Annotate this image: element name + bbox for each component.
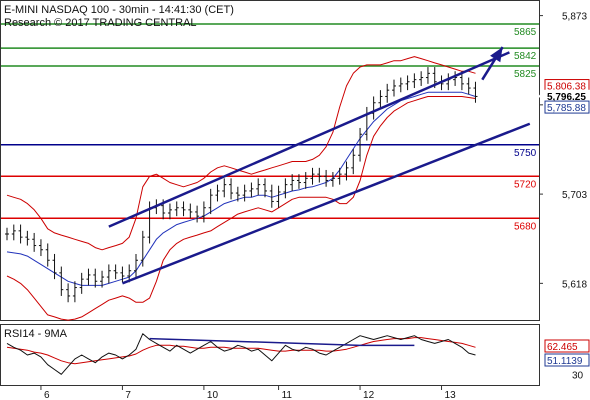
rsi-layer: 30 62.465 51.1139 bbox=[6, 333, 590, 381]
rsi-line bbox=[6, 333, 476, 375]
level-label-5825: 5825 bbox=[514, 69, 537, 80]
rsi-badge-blue-text: 51.1139 bbox=[547, 356, 583, 367]
level-label-5680: 5680 bbox=[514, 221, 537, 232]
price-badge-blue: 5,785.88 bbox=[544, 100, 590, 114]
date-axis: 6 7 10 11 12 13 bbox=[40, 386, 457, 400]
chart-subtitle: Research © 2017 TRADING CENTRAL bbox=[4, 17, 197, 29]
sma-line bbox=[6, 91, 476, 286]
forecast-arrow-head bbox=[490, 47, 503, 63]
date-tick-label-13: 13 bbox=[445, 390, 457, 400]
price-badges: 5,806.385,796.255,785.88 bbox=[538, 79, 590, 114]
price-badge-dark: 5,796.25 bbox=[538, 89, 590, 103]
rsi-badge-blue-bg bbox=[544, 353, 590, 367]
sma-layer bbox=[6, 91, 476, 286]
price-layer bbox=[5, 67, 478, 303]
bollinger-lower-line bbox=[6, 96, 476, 321]
channel-line-upper bbox=[108, 51, 510, 228]
date-tick-label-6: 6 bbox=[44, 390, 50, 400]
levels-layer: 5865 5842 5825 5750 5720 5680 bbox=[1, 23, 539, 232]
price-badge-blue-bg bbox=[544, 100, 590, 114]
rsi-title: RSI14 - 9MA bbox=[4, 328, 68, 340]
chart-title: E-MINI NASDAQ 100 - 30min - 14:41:30 (CE… bbox=[4, 4, 234, 16]
price-panel-frame bbox=[0, 0, 540, 321]
channel-layer bbox=[108, 46, 531, 285]
level-label-5842: 5842 bbox=[514, 51, 537, 62]
channel-line-lower bbox=[121, 122, 531, 285]
bollinger-upper-line bbox=[6, 56, 476, 251]
price-badge-blue-text: 5,785.88 bbox=[547, 103, 586, 114]
date-tick-label-10: 10 bbox=[207, 390, 219, 400]
price-tick-label: 5,618 bbox=[562, 279, 587, 290]
rsi-badge-red-bg bbox=[544, 339, 590, 353]
price-badge-dark-text: 5,796.25 bbox=[547, 92, 586, 103]
rsi-badge-red-text: 62.465 bbox=[547, 342, 578, 353]
date-tick-label-11: 11 bbox=[282, 390, 293, 400]
price-badge-dark-bg bbox=[538, 89, 590, 103]
price-tick-label: 5,703 bbox=[562, 190, 587, 201]
rsi-panel-frame bbox=[0, 324, 540, 386]
rsi-divergence-line bbox=[149, 337, 361, 347]
level-label-5720: 5720 bbox=[514, 179, 537, 190]
date-tick-label-7: 7 bbox=[125, 390, 131, 400]
date-tick-label-12: 12 bbox=[363, 390, 375, 400]
rsi-tick-label: 30 bbox=[572, 370, 584, 381]
level-label-5750: 5750 bbox=[514, 148, 537, 159]
price-badge-red-text: 5,806.38 bbox=[547, 82, 586, 93]
level-label-5865: 5865 bbox=[514, 27, 537, 38]
price-tick-label: 5,873 bbox=[562, 12, 587, 23]
rsi-badge-blue: 51.1139 bbox=[544, 353, 590, 367]
bollinger-layer bbox=[6, 56, 476, 321]
rsi-badge-red: 62.465 bbox=[544, 339, 590, 353]
